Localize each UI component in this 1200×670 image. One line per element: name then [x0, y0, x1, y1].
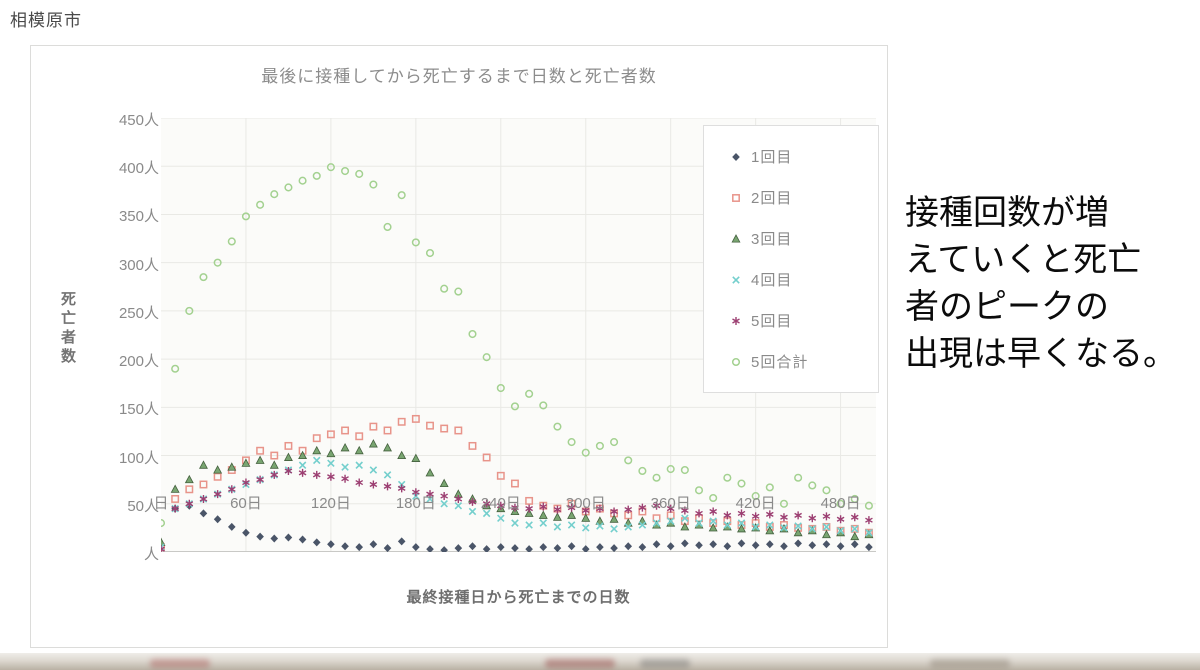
x-tick-label: 420日: [735, 495, 776, 512]
y-tick-label: 人: [143, 546, 159, 563]
series-5回目: [157, 466, 873, 554]
triangle-marker-icon: [731, 233, 741, 242]
x-tick-label: 360日: [650, 495, 691, 512]
x-tick-label: 240日: [480, 495, 521, 512]
asterisk-marker-icon: [732, 316, 740, 325]
x-tick-label: 日: [153, 495, 169, 512]
x-tick-label: 480日: [820, 495, 861, 512]
square-marker-icon: [732, 193, 740, 202]
smudge-decoration: [545, 659, 615, 668]
chart-title: 最後に接種してから死亡するまで日数と死亡者数: [261, 67, 657, 86]
legend-label: 2回目: [751, 190, 793, 207]
legend-item-5回合計: 5回合計: [730, 351, 878, 372]
smudge-decoration: [150, 659, 210, 668]
y-tick-label: 450人: [118, 112, 159, 129]
circle-marker-icon: [731, 357, 741, 366]
legend-label: 1回目: [751, 149, 793, 166]
y-tick-label: 100人: [118, 449, 159, 467]
y-axis-title: 死亡者数: [59, 291, 76, 367]
legend-label: 5回目: [751, 313, 793, 330]
legend-item-3回目: 3回目: [730, 228, 878, 249]
series-5回合計: [156, 163, 873, 528]
x-marker-icon: [732, 275, 740, 284]
chart-legend: 1回目 2回目 3回目 4回目 5回目 5回合計: [703, 125, 879, 393]
x-tick-label: 60日: [230, 495, 262, 512]
legend-label: 3回目: [751, 231, 793, 248]
x-tick-label: 180日: [395, 495, 436, 512]
smudge-decoration: [930, 659, 1010, 668]
legend-item-1回目: 1回目: [730, 146, 878, 167]
y-tick-label: 300人: [118, 256, 159, 274]
legend-item-4回目: 4回目: [730, 269, 878, 290]
y-tick-label: 200人: [118, 353, 159, 371]
diamond-marker-icon: [732, 152, 740, 161]
legend-label: 5回合計: [751, 354, 809, 371]
series-4回目: [157, 456, 873, 551]
legend-item-2回目: 2回目: [730, 187, 878, 208]
annotation-text: 接種回数が増 えていくと死亡 者のピークの 出現は早くなる。: [905, 194, 1177, 373]
chart-card: 最後に接種してから死亡するまで日数と死亡者数 450人 400人 350人 300人 2…: [30, 45, 888, 648]
legend-label: 4回目: [751, 272, 793, 289]
y-tick-label: 250人: [118, 304, 159, 322]
smudge-decoration: [640, 659, 690, 668]
page-title: 相模原市: [10, 11, 82, 30]
y-tick-label: 400人: [118, 160, 159, 178]
y-tick-label: 150人: [118, 401, 159, 419]
bottom-blur-strip: [0, 653, 1200, 670]
y-tick-label: 50人: [127, 497, 159, 515]
x-tick-label: 120日: [310, 495, 351, 512]
x-axis-title: 最終接種日から死亡までの日数: [406, 589, 631, 606]
legend-item-5回目: 5回目: [730, 310, 878, 331]
x-tick-label: 300日: [565, 495, 606, 512]
y-tick-label: 350人: [118, 208, 159, 226]
